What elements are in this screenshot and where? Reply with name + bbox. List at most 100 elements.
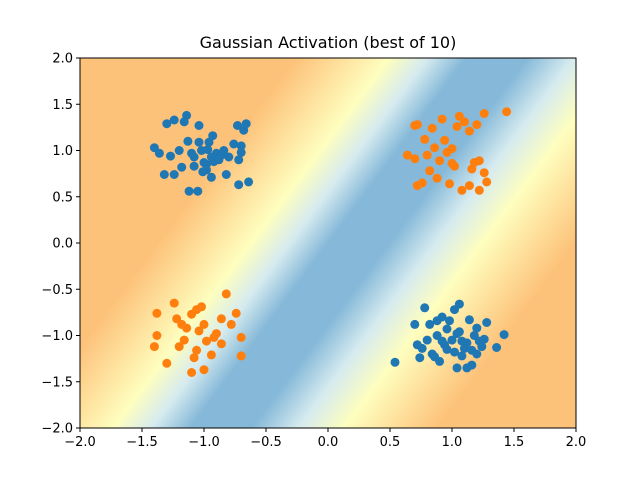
scatter-point [234, 180, 244, 190]
x-tick-label: 0.0 [318, 435, 339, 450]
scatter-point [417, 178, 427, 188]
scatter-point [174, 146, 184, 155]
scatter-point [452, 363, 462, 373]
y-tick-label: 1.5 [52, 98, 73, 113]
scatter-point [499, 330, 509, 340]
y-tick-label: 0.0 [52, 237, 73, 252]
x-tick-label: −1.0 [188, 435, 220, 450]
scatter-point [177, 162, 187, 172]
scatter-point [410, 154, 420, 164]
scatter-point [412, 120, 422, 130]
scatter-point [241, 119, 251, 129]
scatter-point [457, 185, 467, 195]
scatter-point [216, 339, 226, 349]
scatter-point [231, 308, 241, 318]
scatter-point [432, 316, 442, 326]
y-tick-label: 2.0 [52, 52, 73, 67]
scatter-point [179, 335, 189, 345]
scatter-point [206, 172, 216, 182]
scatter-point [183, 136, 193, 146]
y-tick-label: 1.0 [52, 144, 73, 159]
scatter-point [174, 342, 184, 352]
scatter-point [435, 156, 445, 166]
scatter-point [224, 152, 234, 162]
x-tick-label: −1.5 [126, 435, 158, 450]
scatter-point [221, 170, 231, 179]
scatter-point [472, 120, 482, 130]
scatter-point [420, 303, 430, 313]
scatter-point [236, 332, 246, 342]
scatter-point [208, 131, 218, 141]
scatter-point [226, 319, 236, 329]
scatter-point [179, 117, 189, 127]
x-tick-label: 2.0 [566, 435, 587, 450]
y-tick-label: 0.5 [52, 190, 73, 205]
scatter-point [457, 351, 467, 361]
scatter-point [199, 365, 209, 375]
scatter-point [236, 147, 246, 157]
scatter-point [216, 314, 226, 324]
scatter-point [464, 126, 474, 136]
y-tick-label: −1.5 [41, 375, 73, 390]
x-tick-label: 0.5 [380, 435, 401, 450]
scatter-point [502, 107, 512, 117]
scatter-point [482, 177, 492, 187]
y-tick-label: −1.0 [41, 329, 73, 344]
scatter-points [149, 107, 512, 377]
scatter-point [437, 336, 447, 346]
x-tick-label: 1.5 [504, 435, 525, 450]
scatter-point [474, 336, 484, 346]
scatter-point [149, 342, 159, 352]
scatter-point [169, 170, 179, 179]
scatter-point [221, 289, 231, 299]
scatter-point [162, 119, 172, 129]
scatter-point [454, 299, 464, 309]
scatter-point [482, 318, 492, 327]
scatter-point [154, 148, 164, 158]
scatter-point [464, 181, 474, 191]
scatter-point [437, 114, 447, 124]
scatter-point [236, 351, 246, 361]
scatter-point [194, 137, 204, 147]
scatter-point [472, 323, 482, 333]
scatter-point [182, 323, 192, 333]
scatter-point [152, 331, 162, 340]
scatter-point [166, 151, 175, 161]
scatter-point [479, 109, 489, 118]
scatter-point [425, 166, 435, 176]
scatter-point [192, 345, 202, 355]
scatter-point [479, 168, 489, 178]
scatter-point [417, 343, 427, 353]
scatter-point [445, 179, 454, 189]
scatter-point [169, 298, 179, 308]
scatter-point [402, 150, 412, 160]
scatter-point [184, 186, 194, 196]
scatter-point [189, 161, 199, 171]
scatter-point [442, 324, 452, 334]
scatter-point [244, 177, 254, 187]
scatter-point [169, 115, 179, 125]
chart-title: Gaussian Activation (best of 10) [200, 33, 457, 52]
x-tick-label: 1.0 [442, 435, 463, 450]
scatter-point [189, 353, 199, 363]
scatter-point [203, 145, 213, 155]
scatter-point [194, 121, 204, 130]
scatter-point [219, 146, 229, 155]
scatter-point [462, 363, 472, 373]
scatter-point [447, 335, 457, 345]
scatter-point [202, 336, 211, 346]
x-tick-label: −2.0 [64, 435, 96, 450]
scatter-point [236, 141, 246, 151]
scatter-point [194, 326, 204, 336]
scatter-point [440, 135, 450, 145]
scatter-point [425, 319, 435, 329]
scatter-point [187, 368, 197, 377]
scatter-point [198, 167, 208, 177]
scatter-point [474, 156, 484, 166]
scatter-point [197, 302, 206, 312]
scatter-point [447, 144, 457, 154]
scatter-point [390, 357, 400, 367]
y-tick-label: −2.0 [41, 422, 73, 437]
y-tick-label: −0.5 [41, 283, 73, 298]
scatter-point [152, 308, 162, 318]
